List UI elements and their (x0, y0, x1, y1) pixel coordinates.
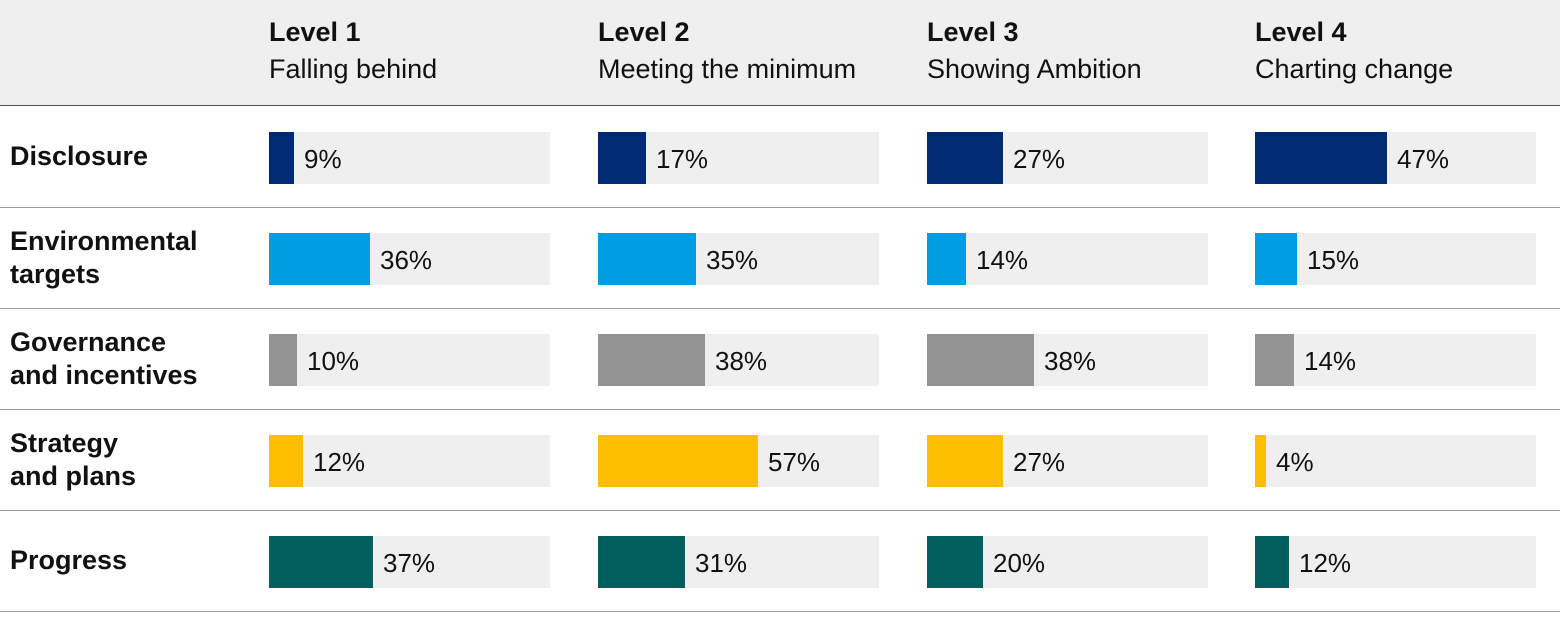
bar-track: 14% (927, 233, 1208, 285)
bar (927, 132, 1003, 184)
row-label-text: Strategy and plans (10, 427, 137, 491)
data-label: 36% (380, 245, 433, 275)
row-label: Progress (10, 510, 127, 611)
data-label: 15% (1307, 245, 1360, 275)
bar-track: 27% (927, 435, 1208, 487)
bar-track: 57% (598, 435, 879, 487)
bar-track: 31% (598, 536, 879, 588)
data-label: 27% (1013, 144, 1066, 174)
bar-track: 15% (1255, 233, 1536, 285)
bar (927, 334, 1034, 386)
row-label-text: Disclosure (10, 141, 149, 171)
bar (927, 233, 966, 285)
data-label: 35% (706, 245, 759, 275)
data-label: 12% (313, 447, 366, 477)
bar (1255, 132, 1387, 184)
column-level-label: Level 3 (927, 17, 1019, 47)
bar (269, 132, 294, 184)
data-label: 10% (307, 346, 360, 376)
row-separator (0, 207, 1560, 208)
row-label-text: Governance and incentives (10, 326, 198, 390)
bar (269, 435, 303, 487)
header-band (0, 0, 1560, 106)
bar (598, 435, 758, 487)
bar (269, 536, 373, 588)
bar-track: 12% (1255, 536, 1536, 588)
bar-track: 12% (269, 435, 550, 487)
data-label: 14% (976, 245, 1029, 275)
row-separator (0, 510, 1560, 511)
bar-track: 47% (1255, 132, 1536, 184)
row-label: Environmental targets (10, 207, 198, 308)
bar (1255, 435, 1266, 487)
data-label: 20% (993, 548, 1046, 578)
column-header-3: Level 3 Showing Ambition (927, 14, 1142, 88)
column-level-label: Level 1 (269, 17, 361, 47)
bar-track: 10% (269, 334, 550, 386)
data-label: 17% (656, 144, 709, 174)
row-label: Disclosure (10, 106, 148, 207)
data-label: 38% (1044, 346, 1097, 376)
bar (598, 536, 685, 588)
bar (598, 334, 705, 386)
bar (269, 334, 297, 386)
column-description-label: Showing Ambition (927, 54, 1142, 84)
bar-track: 36% (269, 233, 550, 285)
row-separator (0, 611, 1560, 612)
column-level-label: Level 4 (1255, 17, 1347, 47)
data-label: 12% (1299, 548, 1352, 578)
bar-track: 38% (598, 334, 879, 386)
bar-track: 14% (1255, 334, 1536, 386)
column-header-2: Level 2 Meeting the minimum (598, 14, 856, 88)
bar (1255, 334, 1294, 386)
bar-track: 27% (927, 132, 1208, 184)
column-description-label: Charting change (1255, 54, 1454, 84)
bar (1255, 233, 1297, 285)
column-level-label: Level 2 (598, 17, 690, 47)
bar-track: 35% (598, 233, 879, 285)
column-header-1: Level 1 Falling behind (269, 14, 437, 88)
bar-track: 9% (269, 132, 550, 184)
bar (1255, 536, 1289, 588)
data-label: 31% (695, 548, 748, 578)
data-label: 38% (715, 346, 768, 376)
data-label: 14% (1304, 346, 1357, 376)
data-label: 9% (304, 144, 342, 174)
row-label-text: Progress (10, 545, 128, 575)
bar (269, 233, 370, 285)
row-label: Governance and incentives (10, 308, 198, 409)
data-label: 47% (1397, 144, 1450, 174)
bar (927, 435, 1003, 487)
row-label: Strategy and plans (10, 409, 136, 510)
bar-track: 37% (269, 536, 550, 588)
data-label: 4% (1276, 447, 1314, 477)
data-label: 37% (383, 548, 436, 578)
bar-track: 20% (927, 536, 1208, 588)
data-label: 27% (1013, 447, 1066, 477)
column-description-label: Meeting the minimum (598, 54, 857, 84)
bar (927, 536, 983, 588)
row-label-text: Environmental targets (10, 225, 198, 289)
bar-track: 4% (1255, 435, 1536, 487)
bar-track: 38% (927, 334, 1208, 386)
row-separator (0, 308, 1560, 309)
column-description-label: Falling behind (269, 54, 438, 84)
bar (598, 233, 696, 285)
row-separator (0, 409, 1560, 410)
bar-track: 17% (598, 132, 879, 184)
data-label: 57% (768, 447, 821, 477)
bar (598, 132, 646, 184)
column-header-4: Level 4 Charting change (1255, 14, 1453, 88)
